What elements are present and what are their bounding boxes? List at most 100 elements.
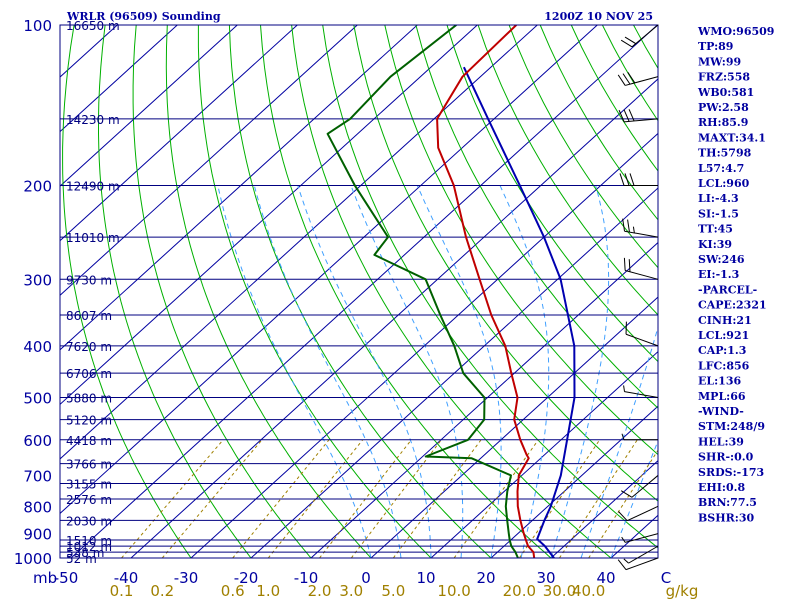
barb-flag <box>628 109 635 122</box>
dewpoint-trace <box>326 25 519 558</box>
isotherm-line <box>60 25 178 133</box>
index-value: RH:85.9 <box>698 116 748 129</box>
barb-shaft <box>625 557 659 571</box>
barb-shaft <box>628 545 659 564</box>
temp-tick-label: C <box>661 569 671 587</box>
sounding-time: 1200Z 10 NOV 25 <box>544 10 653 23</box>
mixing-ratio-tick-label: 40.0 <box>572 582 605 600</box>
pressure-label: 600 <box>23 432 52 450</box>
dry-adiabat <box>132 25 312 558</box>
wind-barb <box>620 475 659 498</box>
temperature-trace <box>436 25 536 558</box>
wind-barb <box>619 173 658 186</box>
wind-barb <box>621 533 659 543</box>
barb-flag <box>628 259 631 272</box>
wind-barb <box>623 257 659 280</box>
index-value: BSHR:30 <box>698 511 754 524</box>
barb-half-flag <box>632 226 635 234</box>
index-value: SHR-:0.0 <box>698 451 754 464</box>
barb-half-flag <box>621 433 625 440</box>
mixing-ratio-line <box>267 439 364 558</box>
wind-barb <box>621 433 658 441</box>
height-label: 9730 m <box>66 273 112 287</box>
index-value: STM:248/9 <box>698 420 765 433</box>
barb-flag <box>623 257 626 271</box>
mixing-ratio-tick-label: 20.0 <box>503 582 536 600</box>
moist-adiabat <box>297 185 432 558</box>
isotherm-line <box>60 25 598 515</box>
index-value: WB0:581 <box>697 86 754 99</box>
station-title: WRLR (96509) Sounding <box>66 10 221 23</box>
wind-barb <box>618 109 659 123</box>
dry-adiabat <box>98 25 252 558</box>
height-label: 4418 m <box>66 434 112 448</box>
temp-tick-label: -30 <box>174 569 199 587</box>
index-value: MW:99 <box>698 55 741 68</box>
index-value: CAPE:2321 <box>698 299 767 312</box>
mixing-ratio-line <box>121 439 224 558</box>
pressure-label: 500 <box>23 390 52 408</box>
pressure-label: 300 <box>23 271 52 289</box>
height-label: 3155 m <box>66 478 112 492</box>
barb-shaft <box>626 505 659 522</box>
dry-adiabat <box>197 25 432 558</box>
index-value: CINH:21 <box>698 314 752 327</box>
moist-adiabat <box>499 185 550 558</box>
barb-flag <box>629 173 635 186</box>
trace-layer <box>326 25 576 558</box>
temp-tick-label: 30 <box>536 569 555 587</box>
height-label: 52 m <box>66 552 97 566</box>
height-label: 5880 m <box>66 392 112 406</box>
barb-flag <box>627 72 636 84</box>
barb-flag <box>618 511 628 522</box>
mixing-ratio-line <box>232 439 330 558</box>
temp-axis-label: mb <box>33 569 57 587</box>
temp-tick-label: 10 <box>416 569 435 587</box>
barb-half-flag <box>623 558 629 564</box>
isotherm-line <box>70 25 658 558</box>
pressure-label: 800 <box>23 498 52 516</box>
barb-shaft <box>631 475 659 498</box>
isotherm-line <box>250 187 658 558</box>
mixing-ratio-tick-label: 30.0 <box>543 582 576 600</box>
mixing-ratio-line <box>161 439 263 558</box>
parcel-trace <box>462 66 576 558</box>
isotherm-line <box>430 350 658 558</box>
height-label: 16650 m <box>66 19 120 33</box>
index-value: EHI:0.8 <box>698 481 745 494</box>
barb-flag <box>624 173 630 186</box>
index-value: -WIND- <box>698 405 744 418</box>
barb-shaft <box>624 391 659 399</box>
temp-tick-label: -20 <box>234 569 259 587</box>
wind-barb <box>623 545 659 564</box>
index-value: LFC:856 <box>698 359 750 372</box>
height-label: 5120 m <box>66 414 112 428</box>
temp-tick-label: -10 <box>294 569 319 587</box>
index-value: HEL:39 <box>698 435 744 448</box>
index-value: SW:246 <box>698 253 745 266</box>
mixing-ratio-unit: g/kg <box>666 582 699 600</box>
height-label: 11010 m <box>66 231 120 245</box>
isotherm-line <box>60 25 238 187</box>
moist-adiabat <box>350 185 464 558</box>
index-value: FRZ:558 <box>698 71 750 84</box>
pressure-label: 400 <box>23 338 52 356</box>
barb-half-flag <box>623 385 626 392</box>
isotherm-line <box>60 25 298 242</box>
barb-shaft <box>625 76 659 86</box>
index-value: MPL:66 <box>698 390 746 403</box>
barb-shaft <box>624 118 659 123</box>
height-label: 2576 m <box>66 493 112 507</box>
index-value: WMO:96509 <box>697 25 774 38</box>
grid-layer <box>60 25 658 558</box>
barb-flag <box>622 73 631 85</box>
barb-shaft <box>631 24 659 48</box>
isotherm-line <box>490 405 658 558</box>
barb-flag <box>617 559 627 570</box>
barb-flag <box>620 39 633 48</box>
index-value: PW:2.58 <box>698 101 749 114</box>
height-label: 8607 m <box>66 309 112 323</box>
pressure-label: 700 <box>23 467 52 485</box>
wind-barb <box>617 72 659 86</box>
barb-flag <box>623 109 630 122</box>
